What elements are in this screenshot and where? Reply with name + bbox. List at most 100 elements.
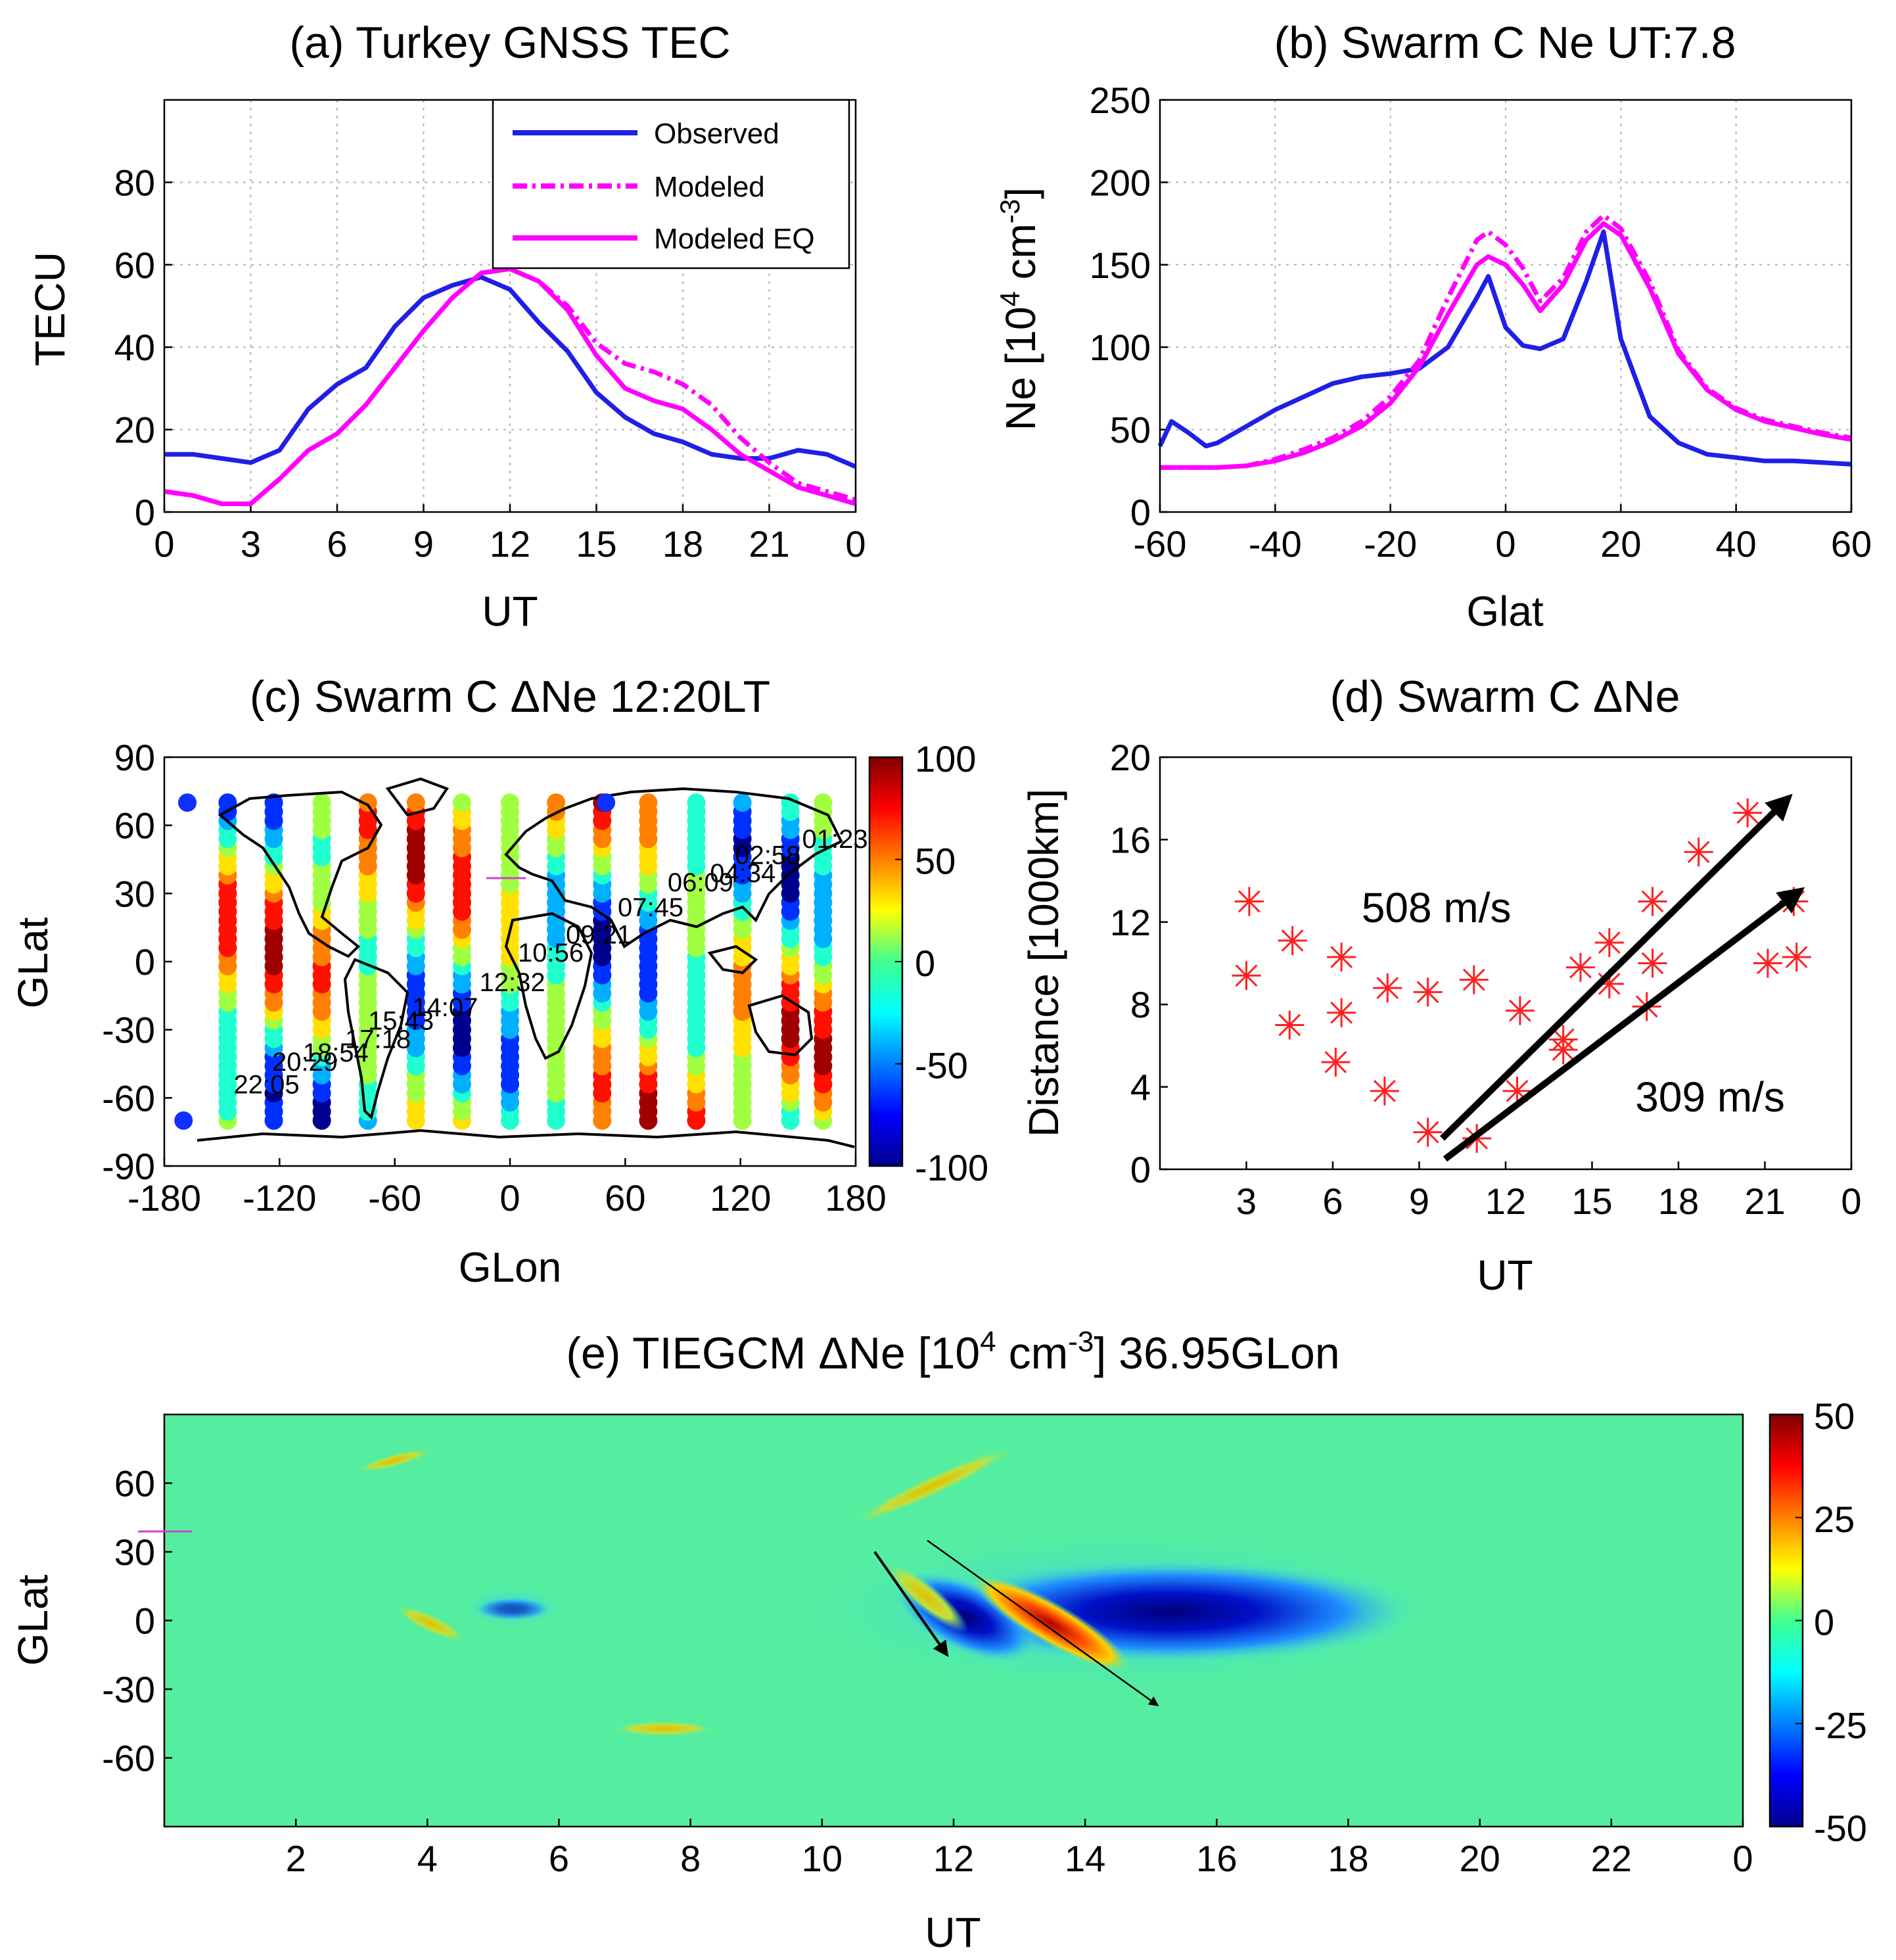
star-point [1733, 798, 1763, 828]
star-point [1413, 977, 1443, 1007]
track-time-label: 18:54 [303, 1038, 369, 1067]
star-stroke [1756, 952, 1779, 975]
x-tick-label: 21 [1744, 1180, 1785, 1222]
x-tick-label: 15 [1571, 1180, 1612, 1222]
track-point [733, 793, 752, 812]
velocity-arrow [1440, 793, 1793, 1141]
x-tick-label: 60 [605, 1177, 645, 1219]
star-stroke [1235, 964, 1258, 987]
colorbar-tick-label: -25 [1814, 1704, 1867, 1746]
panel-e-xlabel: UT [925, 1909, 981, 1956]
track-time-label: 09:21 [566, 920, 632, 949]
track-time-label: 01:23 [802, 825, 867, 854]
star-stroke [1416, 981, 1439, 1004]
star-stroke [1736, 801, 1759, 824]
star-stroke [1687, 841, 1710, 864]
x-tick-label: -180 [127, 1177, 201, 1219]
star-point [1278, 926, 1307, 956]
panel-c-axes: -180 -120 -60 0 60 120 180 -90 -60 -30 0 30 60 90 [102, 737, 887, 1219]
star-stroke [1569, 956, 1592, 979]
star-point [1594, 928, 1624, 958]
star-stroke [1416, 1121, 1439, 1144]
star-point [1505, 996, 1535, 1025]
star-stroke [1376, 977, 1399, 1000]
y-tick-label: 250 [1090, 80, 1151, 121]
star-point [1413, 1117, 1443, 1147]
panel-c-xlabel: GLon [459, 1244, 562, 1291]
star-point [1234, 887, 1264, 916]
series-line-modeled-eq [1160, 221, 1852, 470]
x-tick-label: 120 [710, 1177, 771, 1219]
y-tick-label: -60 [102, 1077, 155, 1119]
panel-c-colorbar: 100 50 0 -50 -100 [868, 738, 988, 1188]
panel-d-xlabel: UT [1477, 1251, 1533, 1299]
blue-marker [178, 793, 197, 812]
y-tick-label: 0 [135, 1600, 155, 1642]
x-tick-label: 9 [413, 523, 434, 565]
panel-a-xlabel: UT [482, 588, 538, 635]
track-time-label: 02:58 [735, 841, 800, 870]
track-time-label: 06:09 [668, 868, 733, 897]
star-point [1321, 1047, 1351, 1077]
x-tick-label: 60 [1831, 523, 1872, 565]
star-stroke [1237, 890, 1260, 913]
arrow-label-309: 309 m/s [1635, 1073, 1785, 1121]
y-tick-label: 16 [1110, 819, 1151, 860]
y-tick-label: 20 [1110, 737, 1151, 778]
star-point [1638, 887, 1667, 916]
track-point [501, 793, 519, 812]
panel-d-ylabel: Distance [1000km] [1020, 789, 1067, 1137]
colorbar-tick-label: 25 [1814, 1499, 1855, 1540]
track-point [218, 793, 237, 812]
y-tick-label: -60 [102, 1738, 155, 1779]
x-tick-label: 18 [662, 523, 703, 565]
colorbar-tick-label: 100 [915, 738, 976, 780]
y-tick-label: 30 [114, 1531, 155, 1573]
y-tick-label: 0 [135, 492, 155, 533]
x-tick-label: -60 [368, 1177, 421, 1219]
x-tick-label: 20 [1600, 523, 1641, 565]
panel-a-title: (a) Turkey GNSS TEC [289, 18, 730, 68]
track-time-label: 12:32 [480, 968, 545, 997]
blue-marker [174, 1111, 193, 1130]
y-tick-label: 4 [1130, 1067, 1151, 1108]
colorbar-tick-label: -50 [1814, 1808, 1867, 1849]
plot-frame [163, 756, 857, 1167]
y-tick-label: -30 [102, 1669, 155, 1710]
series-line-observed [1157, 229, 1852, 467]
colorbar-tick-label: -100 [915, 1147, 988, 1188]
star-point [1782, 943, 1811, 972]
x-tick-label: -40 [1249, 523, 1302, 565]
y-tick-label: 80 [114, 162, 155, 203]
panel-e-title: (e) TIEGCM ΔNe [104 cm-3] 36.95GLon [566, 1326, 1339, 1378]
legend-modeled-eq-label: Modeled EQ [654, 223, 815, 255]
track-point [687, 793, 706, 812]
x-tick-label: 0 [154, 523, 174, 565]
x-tick-label: 3 [1236, 1180, 1257, 1222]
star-stroke [1373, 1079, 1396, 1102]
y-tick-label: 0 [1130, 492, 1151, 533]
arrow-label-508: 508 m/s [1362, 884, 1512, 931]
x-tick-label: 18 [1328, 1838, 1368, 1879]
heatmap-arrow-long [927, 1539, 1159, 1706]
y-tick-label: 100 [1090, 327, 1151, 368]
star-point [1327, 998, 1356, 1027]
legend-modeled-label: Modeled [654, 171, 765, 203]
y-tick-label: 60 [114, 1463, 155, 1505]
panel-c-map [164, 757, 856, 1166]
star-point [1275, 1010, 1305, 1040]
colorbar-tick-label: 50 [1814, 1395, 1855, 1437]
track-time-label: 04:34 [710, 859, 775, 888]
colorbar-tick-label: 0 [1814, 1602, 1834, 1643]
panel-e-heatmap [164, 1414, 1743, 1827]
y-tick-label: 0 [1130, 1149, 1151, 1190]
star-point [1565, 952, 1595, 982]
track-point [547, 793, 566, 812]
x-tick-label: 15 [576, 523, 616, 565]
star-point [1753, 948, 1782, 978]
panel-d-title: (d) Swarm C ΔNe [1330, 672, 1680, 722]
colorbar-tick-label: 0 [915, 943, 935, 984]
x-tick-label: 4 [417, 1838, 438, 1879]
y-tick-label: -90 [102, 1146, 155, 1187]
